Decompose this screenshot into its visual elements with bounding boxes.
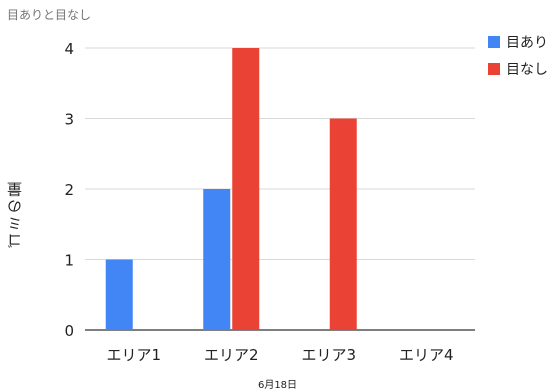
x-axis-label: 6月18日 xyxy=(257,380,298,391)
y-tick-labels: 0 1 2 3 4 xyxy=(64,40,74,340)
y-tick-label: 4 xyxy=(64,40,74,58)
x-tick-label: エリア4 xyxy=(399,346,454,364)
legend-swatch-blue xyxy=(488,36,500,48)
legend-swatch-red xyxy=(488,63,500,75)
legend-item-without-eyes: 目なし xyxy=(488,60,548,78)
y-tick-label: 2 xyxy=(64,181,74,199)
y-tick-label: 1 xyxy=(64,252,74,270)
bar-目あり-エリア2 xyxy=(203,189,231,330)
x-tick-label: エリア2 xyxy=(204,346,259,364)
bar-目なし-エリア2 xyxy=(232,48,260,330)
bars xyxy=(105,48,357,330)
x-tick-labels: エリア1 エリア2 エリア3 エリア4 xyxy=(106,346,453,364)
x-tick-label: エリア1 xyxy=(106,346,161,364)
chart-title: 目ありと目なし xyxy=(7,8,92,22)
legend: 目あり 目なし xyxy=(488,33,548,87)
legend-item-with-eyes: 目あり xyxy=(488,33,548,51)
legend-label: 目あり xyxy=(506,35,548,51)
y-tick-label: 0 xyxy=(64,322,74,340)
y-tick-label: 3 xyxy=(64,111,74,129)
bar-目なし-エリア3 xyxy=(329,118,357,330)
y-axis-label: ゴミの量 xyxy=(6,180,24,248)
gridlines xyxy=(85,47,475,331)
legend-label: 目なし xyxy=(506,62,548,78)
bar-目あり-エリア1 xyxy=(105,259,133,330)
x-tick-label: エリア3 xyxy=(301,346,356,364)
